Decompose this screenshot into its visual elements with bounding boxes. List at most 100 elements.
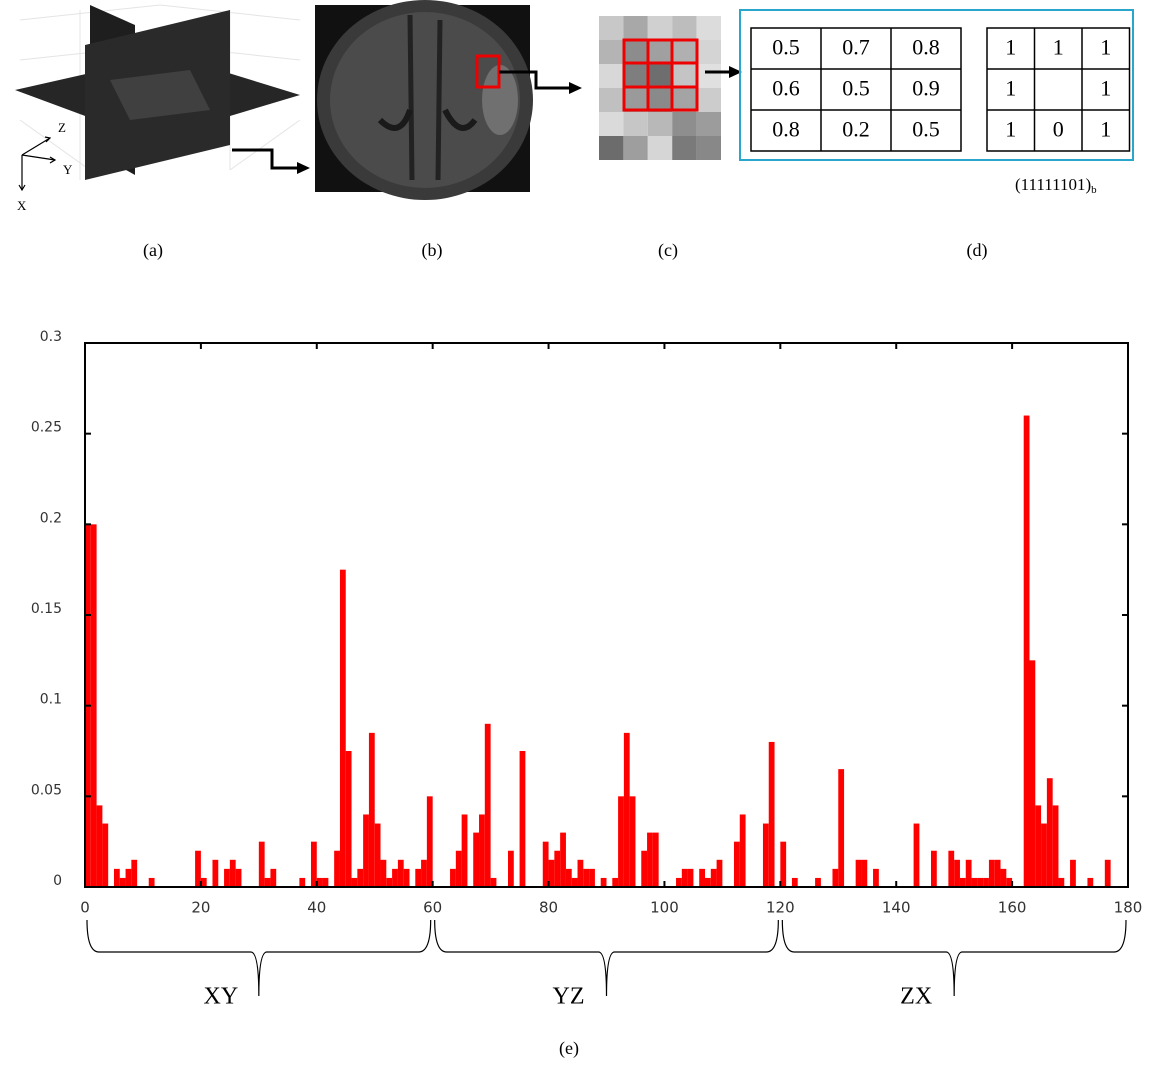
pixel xyxy=(623,136,648,160)
bar xyxy=(629,796,636,887)
pixel xyxy=(672,40,697,64)
bar xyxy=(148,877,155,887)
y-tick-label: 0.05 xyxy=(31,782,62,798)
bar xyxy=(195,850,201,887)
bar xyxy=(455,850,462,887)
bar xyxy=(1087,877,1094,887)
plot-frame xyxy=(84,342,1129,888)
pixel xyxy=(599,88,624,112)
code: (11111101) xyxy=(1015,175,1091,194)
bar xyxy=(815,877,821,887)
bar xyxy=(676,877,682,887)
axis-label: X xyxy=(17,198,27,213)
bar xyxy=(554,850,561,887)
bar xyxy=(386,877,393,887)
bar xyxy=(258,841,265,887)
panel-d-frame xyxy=(739,9,1134,161)
bar xyxy=(983,877,989,887)
bar xyxy=(577,859,584,887)
bar xyxy=(948,850,955,887)
bar xyxy=(1052,805,1059,887)
bar xyxy=(832,868,839,887)
y-tick-label: 0.2 xyxy=(40,510,62,526)
group-label: XY xyxy=(203,984,238,1010)
pixel xyxy=(672,136,697,160)
y-tick-label: 0.1 xyxy=(40,692,62,708)
bar xyxy=(971,877,978,887)
panel-a: Z Y X xyxy=(15,4,310,213)
x-tick-label: 100 xyxy=(650,899,679,917)
bar xyxy=(507,850,514,887)
bar xyxy=(612,877,619,887)
group-label: ZX xyxy=(900,984,932,1010)
bar xyxy=(954,859,960,887)
bar xyxy=(768,741,775,887)
pixel xyxy=(647,112,673,136)
bar xyxy=(363,814,369,887)
bar xyxy=(565,868,572,887)
bar xyxy=(988,859,995,887)
table-cell: 1 xyxy=(1100,117,1111,142)
bar xyxy=(351,877,358,887)
bar xyxy=(855,859,862,887)
pixel xyxy=(623,64,648,88)
x-tick-label: 20 xyxy=(191,899,210,917)
x-tick-label: 180 xyxy=(1114,899,1143,917)
table-cell: 1 xyxy=(1053,35,1064,60)
bar xyxy=(641,850,648,887)
table-cell: 1 xyxy=(1005,76,1016,101)
x-tick-label: 0 xyxy=(80,899,90,917)
bar xyxy=(780,841,787,887)
bar xyxy=(1035,805,1042,887)
pixel xyxy=(623,112,648,136)
pixel xyxy=(647,136,673,160)
bar xyxy=(977,877,984,887)
bar xyxy=(392,868,398,887)
table-cell: 0.2 xyxy=(842,117,870,142)
bar xyxy=(403,868,410,887)
table-cell: 1 xyxy=(1100,35,1111,60)
pixel xyxy=(696,40,721,64)
pixel xyxy=(599,112,624,136)
bar xyxy=(791,877,798,887)
caption: (d) xyxy=(967,240,988,261)
caption: (b) xyxy=(422,240,443,261)
bar xyxy=(484,723,491,887)
bar xyxy=(334,850,340,887)
y-tick-label: 0.15 xyxy=(31,601,62,617)
bar xyxy=(838,769,845,887)
pixel xyxy=(599,16,624,40)
pixel xyxy=(599,136,624,160)
bar xyxy=(345,751,352,887)
bar xyxy=(623,732,630,887)
bar xyxy=(965,859,972,887)
panel-b xyxy=(315,0,582,200)
bar xyxy=(1006,877,1013,887)
pixel xyxy=(647,88,673,112)
table-cell: 0.6 xyxy=(772,76,800,101)
bar xyxy=(96,805,103,887)
pixel xyxy=(647,64,673,88)
bar xyxy=(235,868,242,887)
bar xyxy=(322,877,329,887)
table-cell: 1 xyxy=(1100,76,1111,101)
panel-d: 0.5 0.7 0.8 0.6 0.5 0.9 0.8 0.2 0.5 1 1 1 1 1 1 0 1 xyxy=(750,27,1131,152)
pixel xyxy=(672,64,697,88)
table-frame xyxy=(986,27,1131,152)
bar xyxy=(652,832,659,887)
bar xyxy=(1070,859,1076,887)
bar xyxy=(113,868,120,887)
pixel xyxy=(599,40,624,64)
bar xyxy=(873,868,879,887)
bar xyxy=(739,814,746,887)
bar xyxy=(913,823,920,887)
bar xyxy=(930,850,937,887)
table-cell: 1 xyxy=(1005,35,1016,60)
bar xyxy=(762,823,769,887)
bar xyxy=(1000,868,1007,887)
table-cell: 0.8 xyxy=(912,35,940,60)
subscript: b xyxy=(1091,184,1097,196)
table-cell: 0.5 xyxy=(912,117,940,142)
pixel xyxy=(696,112,721,136)
caption: (a) xyxy=(143,240,163,261)
